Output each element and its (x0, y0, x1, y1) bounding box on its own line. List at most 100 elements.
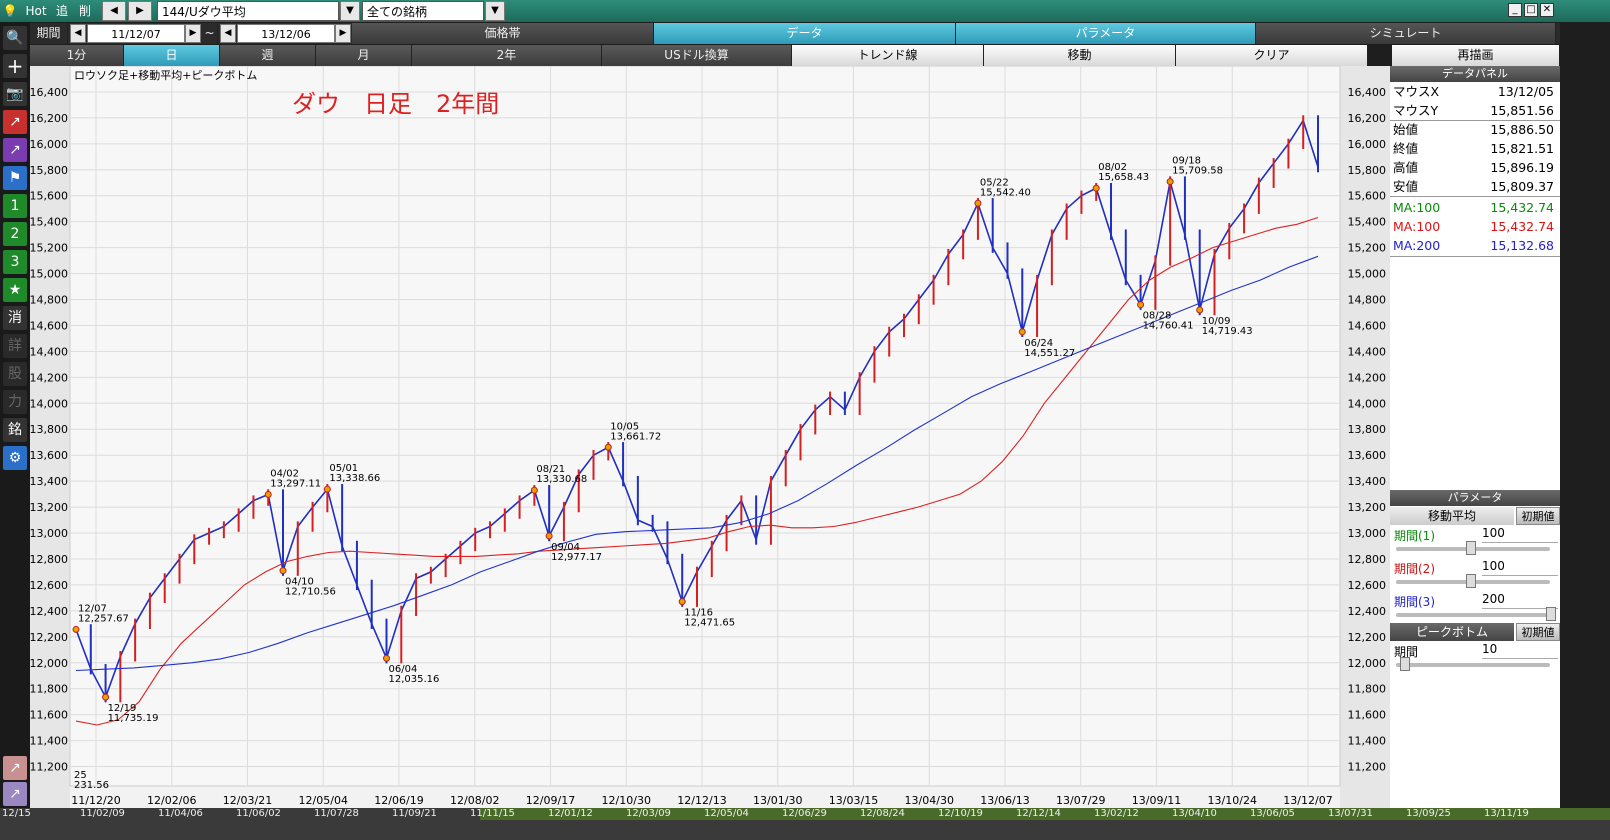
power-button[interactable]: 力 (3, 390, 27, 414)
delete-button[interactable]: 削 (78, 4, 91, 18)
y-tick-label-right: 12,800 (1348, 553, 1387, 566)
peak-date-label: 08/28 (1143, 311, 1172, 322)
detail-button[interactable]: 詳 (3, 334, 27, 358)
minimize-icon[interactable]: _ (1508, 3, 1522, 17)
peak-slider-track[interactable] (1396, 663, 1550, 667)
y-tick-label-left: 13,800 (30, 423, 68, 436)
camera-icon[interactable]: 📷 (3, 82, 27, 106)
plus-icon[interactable]: + (3, 54, 27, 78)
trendline-button[interactable]: トレンド線 (792, 45, 984, 66)
peak-date-label: 09/18 (1172, 156, 1201, 167)
peak-reset-button[interactable]: 初期値 (1516, 623, 1560, 641)
period3-field[interactable]: 200 (1482, 592, 1558, 609)
period2-field[interactable]: 100 (1482, 559, 1558, 576)
gear-icon[interactable]: ⚙ (3, 446, 27, 470)
y-tick-label-left: 13,600 (30, 449, 68, 462)
overview-selection[interactable] (480, 808, 1610, 820)
chart-compare-icon[interactable]: ↗ (3, 138, 27, 162)
data-panel-header: データパネル (1390, 66, 1560, 82)
star-icon[interactable]: ★ (3, 278, 27, 302)
symbol-select[interactable]: 144/Uダウ平均 (157, 1, 339, 21)
start-next-icon[interactable]: ▶ (185, 24, 201, 43)
move-button[interactable]: 移動 (984, 45, 1176, 66)
chart-area[interactable]: 11,200 11,200 11,400 11,400 11,600 11,600 11,8… (30, 66, 1390, 808)
add-button[interactable]: 追 (55, 4, 68, 18)
close-icon[interactable]: ✕ (1540, 3, 1554, 17)
preset-3-button[interactable]: 3 (3, 250, 27, 274)
period3-slider-track[interactable] (1396, 613, 1550, 617)
tab-price-band[interactable]: 価格帯 (352, 23, 654, 44)
timeframe-1min-button[interactable]: 1分 (30, 45, 124, 66)
period1-field[interactable]: 100 (1482, 526, 1558, 543)
peak-period-field[interactable]: 10 (1482, 642, 1558, 659)
universe-select[interactable]: 全ての銘柄 (362, 1, 484, 21)
y-tick-label-right: 16,400 (1348, 86, 1387, 99)
end-date-field[interactable]: 13/12/06 (237, 24, 335, 43)
peak-date-label: 04/10 (285, 577, 314, 588)
peak-slider-handle[interactable] (1400, 657, 1410, 671)
chevron-down-icon[interactable]: ▼ (485, 1, 505, 21)
timeframe-bar: 1分 日 週 月 2年 USドル換算 トレンド線 移動 クリア 再描画 (30, 45, 1610, 66)
usd-convert-button[interactable]: USドル換算 (602, 45, 792, 66)
y-tick-label-right: 14,400 (1348, 345, 1387, 358)
end-next-icon[interactable]: ▶ (335, 24, 351, 43)
data-panel-value: 15,132.68 (1490, 238, 1554, 253)
maximize-icon[interactable]: □ (1524, 3, 1538, 17)
peak-date-label: 08/21 (536, 464, 565, 475)
chart-svg[interactable]: 11,200 11,200 11,400 11,400 11,600 11,600 11,8… (30, 66, 1390, 808)
redraw-button[interactable]: 再描画 (1392, 45, 1560, 66)
overview-tick-label: 12/15 (2, 808, 31, 819)
y-tick-label-right: 11,200 (1348, 761, 1387, 774)
y-tick-label-right: 13,200 (1348, 501, 1387, 514)
peak-date-label: 05/22 (980, 177, 1009, 188)
x-tick-label: 12/09/17 (526, 794, 575, 807)
tab-data[interactable]: データ (654, 23, 956, 44)
search-icon[interactable]: 🔍 (3, 26, 27, 50)
mini-chart-icon[interactable]: ↗ (3, 756, 27, 780)
peak-period-label: 期間 (1394, 645, 1419, 659)
overview-tick-label: 11/02/09 (80, 808, 125, 819)
overview-bar[interactable]: 12/15 11/02/09 11/04/06 11/06/02 11/07/28 11/… (0, 808, 1610, 840)
bulb-icon[interactable]: 💡 (2, 4, 18, 18)
brand-button[interactable]: 銘 (3, 418, 27, 442)
tab-simulate[interactable]: シミュレート (1256, 23, 1556, 44)
tab-parameters[interactable]: パラメータ (956, 23, 1256, 44)
flag-icon[interactable]: ⚑ (3, 166, 27, 190)
prev-symbol-icon[interactable]: ◀ (102, 1, 126, 21)
chevron-down-icon[interactable]: ▼ (340, 1, 360, 21)
ma-reset-button[interactable]: 初期値 (1516, 507, 1560, 525)
y-tick-label-left: 14,400 (30, 345, 68, 358)
title-bar: 💡 Hot 追 削 ◀ ▶ 144/Uダウ平均 ▼ 全ての銘柄 ▼ _ □ ✕ (0, 0, 1610, 22)
y-tick-label-left: 16,000 (30, 138, 68, 151)
next-symbol-icon[interactable]: ▶ (128, 1, 152, 21)
hot-button[interactable]: Hot (25, 4, 47, 18)
timeframe-month-button[interactable]: 月 (316, 45, 412, 66)
data-panel-key: マウスX (1393, 84, 1440, 99)
period1-slider-handle[interactable] (1466, 541, 1476, 555)
mini-chart-compare-icon[interactable]: ↗ (3, 782, 27, 806)
timeframe-week-button[interactable]: 週 (220, 45, 316, 66)
x-tick-label: 13/07/29 (1056, 794, 1105, 807)
peak-value-label: 13,297.11 (270, 478, 321, 489)
peak-value-label: 14,551.27 (1024, 348, 1075, 359)
range-2year-button[interactable]: 2年 (412, 45, 602, 66)
clear-button[interactable]: クリア (1176, 45, 1368, 66)
peak-marker (545, 532, 553, 540)
preset-1-button[interactable]: 1 (3, 194, 27, 218)
preset-2-button[interactable]: 2 (3, 222, 27, 246)
x-tick-label: 11/12/20 (71, 794, 120, 807)
period3-slider-handle[interactable] (1546, 607, 1556, 621)
chart-title: ダウ 日足 2年間 (292, 90, 499, 118)
chart-up-icon[interactable]: ↗ (3, 110, 27, 134)
stock-button[interactable]: 股 (3, 362, 27, 386)
peak-value-label: 14,719.43 (1202, 326, 1253, 337)
divider (1390, 256, 1560, 257)
data-panel-key: 始値 (1393, 122, 1419, 137)
start-prev-icon[interactable]: ◀ (70, 24, 86, 43)
erase-button[interactable]: 消 (3, 306, 27, 330)
peak-value-label: 13,661.72 (610, 431, 661, 442)
end-prev-icon[interactable]: ◀ (220, 24, 236, 43)
period2-slider-handle[interactable] (1466, 574, 1476, 588)
start-date-field[interactable]: 11/12/07 (87, 24, 185, 43)
timeframe-day-button[interactable]: 日 (124, 45, 220, 66)
